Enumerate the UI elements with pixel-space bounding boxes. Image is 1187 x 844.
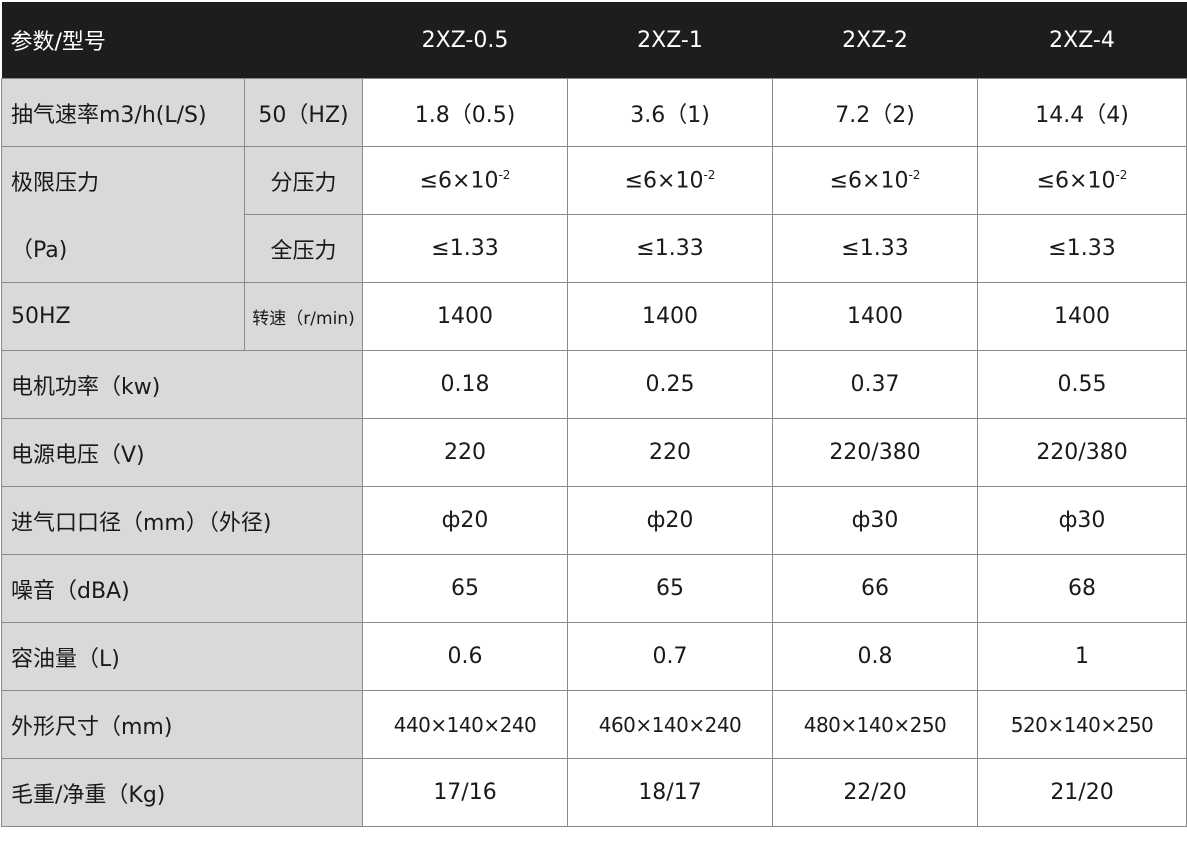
- table-cell: 220: [362, 418, 569, 487]
- table-cell: 1400: [977, 282, 1187, 351]
- table-row: 外形尺寸（mm) 440×140×240 460×140×240 480×140…: [0, 690, 1187, 759]
- table-cell: 1400: [567, 282, 774, 351]
- row-label: 50HZ: [1, 282, 245, 351]
- table-cell: 220/380: [977, 418, 1187, 487]
- table-cell: ф30: [772, 486, 979, 555]
- table-cell: 1400: [772, 282, 979, 351]
- table-row: 进气口口径（mm）（外径) ф20 ф20 ф30 ф30: [0, 486, 1187, 555]
- table-cell: 3.6（1): [567, 78, 774, 147]
- table-row: 50HZ 转速（r/min) 1400 1400 1400 1400: [1, 282, 1187, 351]
- table-row: 极限压力 分压力 ≤6×10-2 ≤6×10-2 ≤6×10-2 ≤6×10-2: [1, 146, 1187, 215]
- row-label: 噪音（dBA): [0, 554, 364, 623]
- table-cell: 220: [567, 418, 774, 487]
- table-row: 抽气速率m3/h(L/S) 50（HZ) 1.8（0.5) 3.6（1) 7.2…: [1, 78, 1187, 147]
- table-cell: ф30: [977, 486, 1187, 555]
- table-row: 噪音（dBA) 65 65 66 68: [0, 554, 1187, 623]
- table-row: （Pa) 全压力 ≤1.33 ≤1.33 ≤1.33 ≤1.33: [1, 214, 1187, 283]
- table-cell: 1.8（0.5): [362, 78, 569, 147]
- table-cell: 68: [977, 554, 1187, 623]
- table-cell: ф20: [362, 486, 569, 555]
- cell-base: ≤6×10: [1036, 168, 1116, 194]
- row-sublabel: 转速（r/min): [243, 282, 364, 351]
- table-cell: 0.6: [362, 622, 569, 691]
- table-cell: 65: [567, 554, 774, 623]
- table-cell: 22/20: [772, 758, 979, 827]
- table-cell: 1400: [362, 282, 569, 351]
- row-sublabel: 分压力: [243, 146, 364, 215]
- model-header: 2XZ-4: [977, 2, 1187, 79]
- table-cell: 7.2（2): [772, 78, 979, 147]
- table-cell: 14.4（4): [977, 78, 1187, 147]
- table-cell: 0.18: [362, 350, 569, 419]
- table-cell: ≤6×10-2: [977, 146, 1187, 215]
- table-cell: 480×140×250: [772, 690, 979, 759]
- table-cell: 520×140×250: [977, 690, 1187, 759]
- cell-exponent: -2: [1115, 167, 1128, 182]
- cell-exponent: -2: [908, 167, 921, 182]
- row-label: 进气口口径（mm）（外径): [0, 486, 364, 555]
- table-cell: 0.8: [772, 622, 979, 691]
- table-cell: ≤6×10-2: [772, 146, 979, 215]
- param-header: 参数/型号: [1, 2, 363, 79]
- table-row: 毛重/净重（Kg) 17/16 18/17 22/20 21/20: [0, 758, 1187, 827]
- table-cell: 66: [772, 554, 979, 623]
- cell-base: ≤6×10: [624, 168, 704, 194]
- row-sublabel: 全压力: [243, 214, 364, 283]
- table-row: 容油量（L) 0.6 0.7 0.8 1: [0, 622, 1187, 691]
- spec-table: 参数/型号 2XZ-0.5 2XZ-1 2XZ-2 2XZ-4 抽气速率m3/h…: [0, 2, 1187, 827]
- table-cell: 0.37: [772, 350, 979, 419]
- table-row: 电机功率（kw) 0.18 0.25 0.37 0.55: [0, 350, 1187, 419]
- model-header: 2XZ-0.5: [362, 2, 568, 79]
- cell-base: ≤6×10: [419, 168, 499, 194]
- table-row: 电源电压（V) 220 220 220/380 220/380: [0, 418, 1187, 487]
- model-header: 2XZ-2: [772, 2, 978, 79]
- table-cell: 1: [977, 622, 1187, 691]
- model-header: 2XZ-1: [567, 2, 773, 79]
- table-cell: 0.25: [567, 350, 774, 419]
- row-label: 容油量（L): [0, 622, 364, 691]
- row-label: 电源电压（V): [0, 418, 364, 487]
- table-cell: ф20: [567, 486, 774, 555]
- cell-base: ≤6×10: [829, 168, 909, 194]
- row-label: （Pa): [1, 214, 245, 283]
- table-cell: ≤6×10-2: [567, 146, 774, 215]
- table-cell: 65: [362, 554, 569, 623]
- header-row: 参数/型号 2XZ-0.5 2XZ-1 2XZ-2 2XZ-4: [1, 2, 1187, 79]
- table-cell: ≤1.33: [362, 214, 569, 283]
- table-cell: 21/20: [977, 758, 1187, 827]
- table-cell: ≤1.33: [977, 214, 1187, 283]
- table-cell: ≤6×10-2: [362, 146, 569, 215]
- table-cell: 17/16: [362, 758, 569, 827]
- table-cell: 220/380: [772, 418, 979, 487]
- cell-exponent: -2: [703, 167, 716, 182]
- table-cell: 460×140×240: [567, 690, 774, 759]
- row-label: 电机功率（kw): [0, 350, 364, 419]
- row-label: 极限压力: [1, 146, 245, 215]
- row-label: 抽气速率m3/h(L/S): [1, 78, 245, 147]
- table-cell: 0.7: [567, 622, 774, 691]
- table-cell: 440×140×240: [362, 690, 569, 759]
- table-cell: ≤1.33: [567, 214, 774, 283]
- table-cell: 18/17: [567, 758, 774, 827]
- table-cell: 0.55: [977, 350, 1187, 419]
- row-label: 外形尺寸（mm): [0, 690, 364, 759]
- row-label: 毛重/净重（Kg): [0, 758, 364, 827]
- table-cell: ≤1.33: [772, 214, 979, 283]
- cell-exponent: -2: [498, 167, 511, 182]
- row-sublabel: 50（HZ): [243, 78, 364, 147]
